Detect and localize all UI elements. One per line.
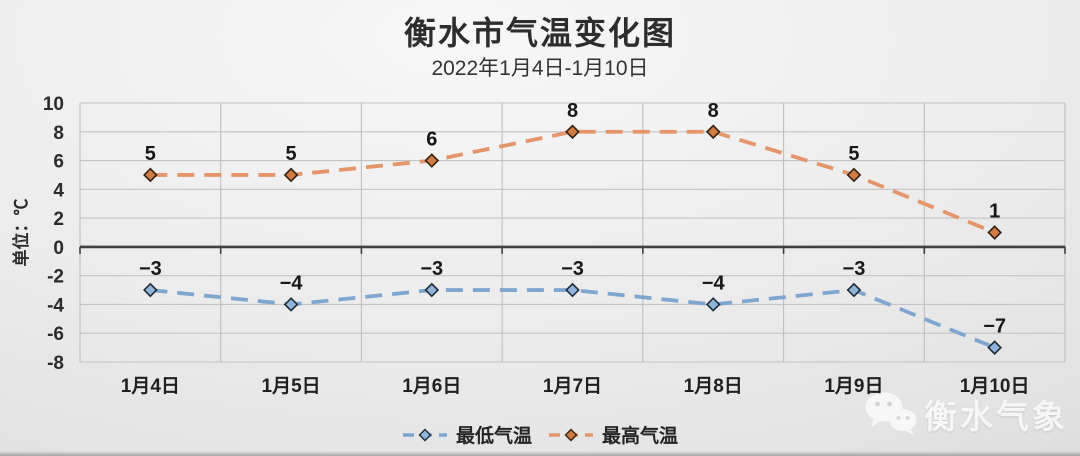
- data-point-marker: [565, 124, 580, 140]
- min-temp-legend-marker-icon: [402, 428, 447, 441]
- y-axis-title: 单位：℃: [11, 199, 31, 267]
- data-point-marker: [565, 282, 580, 298]
- x-tick-label: 1月4日: [121, 376, 180, 397]
- data-point-label: −4: [702, 272, 726, 294]
- data-point-marker: [283, 297, 299, 312]
- chart-legend: 最低气温 最高气温: [0, 421, 1080, 448]
- x-tick-label: 1月9日: [824, 376, 883, 397]
- legend-item-min-temp: 最低气温: [402, 421, 532, 448]
- legend-label-min-temp: 最低气温: [455, 426, 532, 447]
- chart-subtitle: 2022年1月4日-1月10日: [431, 57, 649, 80]
- data-point-marker: [987, 340, 1002, 355]
- data-point-label: −3: [843, 258, 866, 280]
- y-tick-label: 10: [43, 94, 64, 115]
- data-point-marker: [705, 297, 721, 312]
- x-tick-label: 1月10日: [960, 376, 1030, 397]
- data-point-marker: [143, 282, 158, 298]
- data-point-marker: [283, 167, 299, 183]
- data-point-label: 6: [426, 129, 437, 151]
- x-tick-label: 1月5日: [262, 376, 321, 397]
- data-point-label: 8: [708, 100, 719, 122]
- data-point-label: 5: [145, 143, 156, 165]
- y-tick-label: 0: [53, 238, 64, 259]
- data-point-label: 5: [848, 143, 859, 165]
- max-temp-legend-marker-icon: [549, 428, 593, 441]
- y-tick-label: 8: [53, 123, 64, 144]
- y-tick-label: -6: [47, 324, 64, 345]
- data-point-label: −3: [139, 258, 162, 280]
- data-point-label: −7: [983, 316, 1006, 338]
- x-tick-label: 1月6日: [402, 376, 461, 397]
- chart-title: 衡水市气温变化图: [403, 15, 676, 51]
- y-tick-label: 6: [53, 152, 64, 173]
- legend-label-max-temp: 最高气温: [602, 426, 679, 447]
- series-line-1: [150, 129, 996, 235]
- data-point-marker: [143, 167, 158, 183]
- y-tick-label: 4: [53, 180, 64, 201]
- x-tick-label: 1月8日: [684, 376, 743, 397]
- data-point-label: 1: [989, 201, 1000, 223]
- x-tick-label: 1月7日: [543, 376, 602, 397]
- y-tick-label: 2: [53, 209, 64, 230]
- data-point-marker: [424, 153, 440, 168]
- data-point-label: −4: [280, 272, 304, 294]
- photo-bottom-edge: [0, 451, 1080, 456]
- y-tick-label: -2: [47, 267, 64, 288]
- data-point-label: 8: [567, 100, 578, 122]
- series-line-0: [150, 288, 996, 350]
- legend-item-max-temp: 最高气温: [548, 421, 678, 448]
- y-tick-label: -8: [47, 353, 64, 374]
- data-point-marker: [705, 124, 721, 140]
- data-point-marker: [846, 282, 862, 298]
- y-tick-label: -4: [47, 295, 64, 316]
- data-point-label: −3: [420, 258, 443, 280]
- data-point-marker: [987, 225, 1002, 240]
- data-point-label: 5: [286, 143, 297, 165]
- data-point-marker: [424, 282, 440, 298]
- data-point-marker: [846, 167, 862, 183]
- data-point-label: −3: [561, 258, 584, 280]
